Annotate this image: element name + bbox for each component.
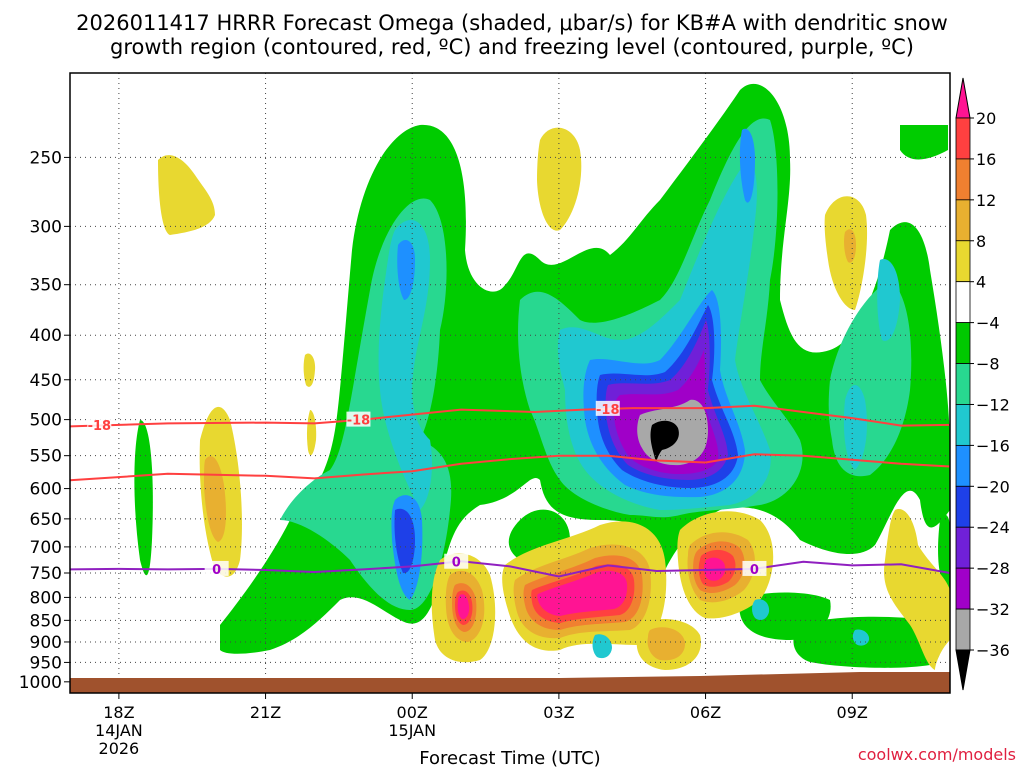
colorbar-swatch bbox=[955, 444, 971, 487]
colorbar-label: −4 bbox=[976, 314, 1000, 333]
y-axis: 2503003504004505005506006507007508008509… bbox=[19, 148, 70, 693]
omega-region-yellow bbox=[158, 155, 215, 235]
contour-label-bg bbox=[595, 400, 620, 416]
colorbar-label: −24 bbox=[976, 518, 1010, 537]
colorbar-swatch bbox=[955, 199, 971, 242]
x-tick-label: 03Z bbox=[543, 703, 574, 722]
contour-line--12 bbox=[69, 453, 951, 482]
colorbar-label: 20 bbox=[976, 109, 996, 128]
y-tick-label: 450 bbox=[30, 371, 62, 391]
y-tick-label: 750 bbox=[30, 564, 62, 584]
terrain bbox=[70, 672, 950, 693]
x-tick-label: 21Z bbox=[250, 703, 281, 722]
y-tick-label: 650 bbox=[30, 510, 62, 530]
x-tick-label: 18Z bbox=[103, 703, 134, 722]
chart-title-line2: growth region (contoured, red, ºC) and f… bbox=[110, 35, 914, 59]
contour-label: -18 bbox=[347, 414, 371, 429]
y-tick-label: 1000 bbox=[19, 673, 62, 693]
colorbar-label: −12 bbox=[976, 395, 1010, 414]
omega-shading bbox=[134, 83, 950, 670]
contour-label-bg bbox=[742, 560, 767, 576]
y-tick-label: 500 bbox=[30, 411, 62, 431]
colorbar-swatch bbox=[955, 117, 971, 160]
colorbar-label: 16 bbox=[976, 150, 996, 169]
contour-label-bg bbox=[204, 560, 229, 576]
colorbar-swatch bbox=[955, 608, 971, 651]
colorbar-label: −36 bbox=[976, 641, 1010, 660]
gridlines bbox=[70, 73, 950, 693]
credit-text: coolwx.com/models bbox=[858, 745, 1016, 764]
colorbar: 20 16 12 8 4 −4 −8 −12 −16 −20 −24 −28 −32 −36 bbox=[955, 77, 1010, 691]
colorbar-swatch bbox=[955, 404, 971, 446]
colorbar-swatch bbox=[955, 567, 971, 610]
contour-label: 0 bbox=[452, 556, 461, 571]
y-tick-label: 800 bbox=[30, 588, 62, 608]
y-tick-label: 350 bbox=[30, 276, 62, 296]
y-tick-label: 250 bbox=[30, 148, 62, 168]
contour-label: -18 bbox=[88, 419, 112, 434]
contour-label-bg bbox=[444, 553, 469, 569]
y-tick-label: 950 bbox=[30, 653, 62, 673]
x-tick-date: 14JAN bbox=[95, 721, 143, 740]
colorbar-bottom-arrow bbox=[955, 649, 971, 691]
colorbar-swatch bbox=[955, 281, 971, 324]
x-tick-label: 06Z bbox=[690, 703, 721, 722]
plot-area: -18 -18 -18 0 0 0 bbox=[69, 72, 951, 694]
x-tick-label: 09Z bbox=[837, 703, 868, 722]
colorbar-label: −28 bbox=[976, 559, 1010, 578]
contour-label-bg bbox=[87, 416, 112, 432]
colorbar-label: 8 bbox=[976, 232, 986, 251]
colorbar-swatch bbox=[955, 240, 971, 283]
contour-label: -18 bbox=[596, 403, 620, 418]
y-tick-label: 550 bbox=[30, 447, 62, 467]
contour-line--18 bbox=[69, 404, 951, 428]
omega-region-cyan bbox=[378, 220, 432, 510]
contour-label: 0 bbox=[212, 563, 221, 578]
y-tick-label: 850 bbox=[30, 611, 62, 631]
x-tick-year: 2026 bbox=[99, 739, 140, 758]
x-axis-label: Forecast Time (UTC) bbox=[419, 748, 600, 768]
omega-region-magenta bbox=[457, 594, 470, 620]
colorbar-label: 4 bbox=[976, 273, 986, 292]
colorbar-label: −16 bbox=[976, 436, 1010, 455]
x-tick-label: 00Z bbox=[397, 703, 428, 722]
colorbar-swatch bbox=[955, 526, 971, 569]
colorbar-label: −32 bbox=[976, 600, 1010, 619]
plot-frame bbox=[69, 72, 951, 694]
y-tick-label: 900 bbox=[30, 633, 62, 653]
y-tick-label: 600 bbox=[30, 480, 62, 500]
colorbar-label: −20 bbox=[976, 477, 1010, 496]
colorbar-label: −8 bbox=[976, 355, 1000, 374]
colorbar-swatch bbox=[955, 158, 971, 201]
contour-label-bg bbox=[346, 411, 371, 427]
colorbar-swatch bbox=[955, 322, 971, 364]
y-tick-label: 300 bbox=[30, 217, 62, 237]
colorbar-swatch bbox=[955, 363, 971, 405]
x-tick-date: 15JAN bbox=[388, 721, 436, 740]
contour-label: 0 bbox=[750, 563, 759, 578]
colorbar-swatch bbox=[955, 485, 971, 528]
y-tick-label: 700 bbox=[30, 538, 62, 558]
colorbar-label: 12 bbox=[976, 191, 996, 210]
colorbar-top-arrow bbox=[955, 77, 971, 119]
chart-title-line1: 2026011417 HRRR Forecast Omega (shaded, … bbox=[76, 11, 948, 35]
y-tick-label: 400 bbox=[30, 326, 62, 346]
omega-region-black bbox=[650, 420, 679, 462]
contour-labels: -18 -18 -18 0 0 0 bbox=[87, 400, 767, 578]
